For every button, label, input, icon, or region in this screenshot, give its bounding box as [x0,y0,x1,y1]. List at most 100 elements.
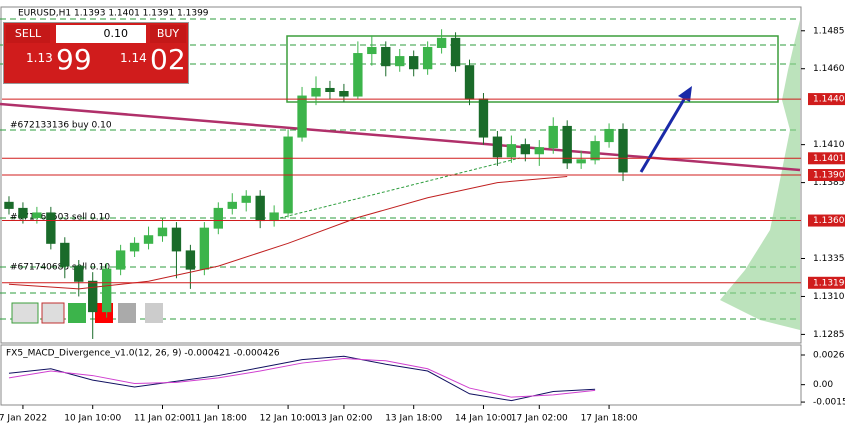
sell-button[interactable]: SELL [6,25,50,43]
buy-price-big: 1.14 [120,51,147,65]
candle-body [492,136,503,158]
candle-body [520,144,531,155]
level-label: 1.1401 [813,154,845,164]
candle-body [464,65,475,100]
x-tick-label: 11 Jan 02:00 [134,414,191,424]
indicator-frame [0,344,802,406]
tool-button[interactable] [118,303,136,323]
candle-body [381,46,391,67]
y-tick-label: 1.1410 [813,140,845,150]
level-tag [808,169,845,181]
candle-body [199,227,210,270]
candle-body [241,195,251,203]
chart-toolbar [11,302,163,324]
candle-body [548,125,558,149]
candle-body [409,56,419,70]
candle-body [339,91,349,97]
candle-body [436,37,447,48]
indicator-line [8,355,596,402]
lot-input[interactable]: 0.10 [56,25,146,43]
y-tick-label: 1.1385 [813,178,845,188]
candle-body [353,53,363,97]
candle-body [185,250,196,270]
tool-button[interactable] [145,303,163,323]
candle-body [450,37,461,67]
y-tick-label: 0.00 [813,380,833,390]
candle-body [4,201,14,209]
x-tick-label: 14 Jan 10:00 [455,414,512,424]
y-tick-label: 1.1460 [813,64,845,74]
candle-body [18,207,28,219]
arrow-head [678,86,692,102]
y-tick-label: 1.1285 [813,330,845,340]
arrow-shaft [639,95,688,173]
candle-body [534,147,544,155]
candle-body [618,128,628,173]
candle-body [367,46,377,55]
level-tag [808,152,845,165]
candle-body [590,141,600,161]
channel-line [279,157,521,219]
level-tag [808,93,845,106]
level-tag [808,276,845,289]
moving-average [8,176,568,290]
y-tick-label: -0.00153 [813,398,845,408]
candle-body [115,250,126,270]
indicator-title: FX5_MACD_Divergence_v1.0(12, 26, 9) -0.0… [6,349,280,359]
x-tick-label: 17 Jan 18:00 [581,414,638,424]
candle-body [255,195,265,222]
candle-body [297,95,307,138]
candle-body [422,46,433,70]
tool-button[interactable] [68,303,86,323]
candle-body [395,56,405,67]
candle-body [213,207,223,229]
candle-body [311,87,321,97]
level-label: 1.1390 [813,171,845,181]
candle-body [129,242,140,252]
x-tick-label: 12 Jan 10:00 [260,414,317,424]
candle-body [269,212,279,222]
y-tick-label: 1.1335 [813,254,845,264]
x-tick-label: 10 Jan 10:00 [64,414,121,424]
candle-body [143,235,154,244]
tool-button[interactable] [41,302,65,324]
symbol-header: EURUSD,H1 1.1393 1.1401 1.1391 1.1399 [18,9,209,19]
x-tick-label: 7 Jan 2022 [0,414,47,424]
level-tag [808,214,845,227]
candle-body [101,268,112,313]
level-label: 1.1319 [813,278,845,288]
candle-body [325,87,335,93]
tool-button[interactable] [11,302,39,324]
y-tick-label: 1.1310 [813,292,845,302]
candle-body [32,212,42,219]
candle-body [171,227,182,252]
candle-body [46,212,56,244]
candle-body [506,144,517,158]
range-box [286,35,779,103]
order-label: #671740683 sell 0.10 [10,263,110,273]
sell-price-pips: 99 [56,43,92,76]
y-tick-label: 0.00261 [813,350,845,360]
candle-body [88,280,98,313]
candle-body [157,227,168,237]
x-tick-label: 17 Jan 02:00 [511,414,568,424]
candle-body [60,242,70,267]
order-label: #672133136 buy 0.10 [10,121,112,131]
sell-price-big: 1.13 [26,51,53,65]
candle-body [478,98,489,138]
trade-panel: SELL 0.10 BUY 1.13 99 1.14 02 [3,22,189,84]
level-label: 1.1440 [813,95,845,105]
buy-price-pips: 02 [150,43,186,76]
candle-body [74,265,84,282]
x-tick-label: 13 Jan 02:00 [315,414,372,424]
indicator-line [8,358,596,398]
order-label: #671769503 sell 0.10 [10,213,110,223]
candle-body [562,125,572,164]
candle-body [576,159,586,164]
y-tick-label: 1.1485 [813,26,845,36]
trend-line [0,102,801,172]
level-label: 1.1360 [813,216,845,226]
buy-button[interactable]: BUY [150,25,186,43]
volume-profile [720,20,800,330]
candle-body [227,201,237,209]
